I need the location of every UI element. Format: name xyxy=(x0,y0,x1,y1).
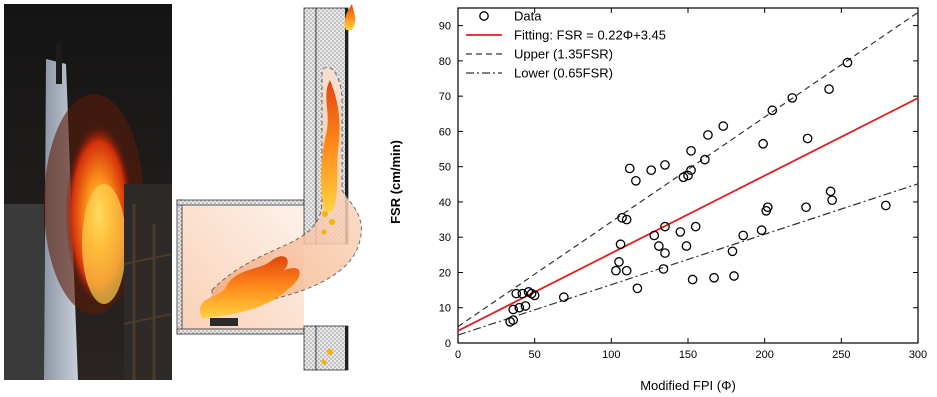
x-axis-title: Modified FPI (Φ) xyxy=(640,378,736,393)
data-point xyxy=(621,265,632,276)
y-tick-label: 70 xyxy=(439,91,451,103)
legend-swatch xyxy=(479,11,489,21)
legend-label: Upper (1.35FSR) xyxy=(514,47,613,62)
y-tick-label: 90 xyxy=(439,21,451,33)
data-point xyxy=(718,121,729,131)
y-tick-label: 50 xyxy=(439,162,451,174)
x-tick-label: 250 xyxy=(832,349,850,361)
series-line-3 xyxy=(457,183,919,336)
legend-label: Lower (0.65FSR) xyxy=(514,66,613,81)
y-tick-label: 0 xyxy=(445,338,451,350)
data-point xyxy=(520,301,531,311)
data-point xyxy=(649,230,660,241)
data-point xyxy=(761,205,772,216)
data-point xyxy=(517,288,528,299)
data-point xyxy=(767,105,778,116)
y-tick-label: 40 xyxy=(439,197,451,209)
data-point xyxy=(700,154,710,165)
data-point xyxy=(842,57,853,68)
data-point xyxy=(660,221,670,232)
y-axis-ticks: 0 10 20 30 40 50 60 70 80 90 xyxy=(439,21,918,350)
fsr-vs-fpi-chart: 0 50 100 150 200 250 300 0 10 20 30 40 50 60 70 80 90 M… xyxy=(388,7,927,393)
data-point xyxy=(801,202,811,213)
burner xyxy=(210,318,238,326)
fire-facade-photo xyxy=(4,4,172,380)
data-point xyxy=(511,288,522,299)
data-point xyxy=(621,214,632,225)
data-point xyxy=(508,315,519,325)
x-tick-label: 100 xyxy=(602,349,620,361)
x-tick-label: 50 xyxy=(529,349,541,361)
legend-label: Data xyxy=(514,9,542,24)
y-tick-label: 20 xyxy=(439,267,451,279)
data-point xyxy=(675,227,686,237)
data-point xyxy=(802,133,813,144)
data-point xyxy=(514,302,525,313)
x-tick-label: 300 xyxy=(909,349,927,361)
data-point xyxy=(646,165,657,176)
data-point xyxy=(558,292,569,303)
data-point xyxy=(787,93,798,103)
facade-flame xyxy=(320,80,340,212)
data-points xyxy=(505,57,891,327)
x-tick-label: 150 xyxy=(679,349,697,361)
data-point xyxy=(880,200,891,211)
data-point xyxy=(687,274,698,285)
data-point xyxy=(678,172,689,183)
fit-lines xyxy=(457,11,919,336)
data-point xyxy=(624,163,635,174)
series-line-2 xyxy=(457,11,919,328)
data-point xyxy=(614,257,624,267)
data-point xyxy=(825,186,836,197)
y-tick-label: 60 xyxy=(439,126,451,138)
data-point xyxy=(686,165,696,176)
data-point xyxy=(631,175,641,186)
data-point xyxy=(756,225,767,236)
data-point xyxy=(683,170,693,181)
data-point xyxy=(681,241,692,251)
y-axis-title: FSR (cm/min) xyxy=(388,140,403,224)
data-point xyxy=(529,290,540,301)
data-point xyxy=(690,221,701,232)
data-point xyxy=(611,265,621,276)
fire-spread-schematic xyxy=(176,4,362,371)
data-point xyxy=(658,264,669,274)
legend: Data Fitting: FSR = 0.22Φ+3.45 Upper (1.35… xyxy=(466,9,666,81)
y-tick-label: 80 xyxy=(439,56,451,68)
y-tick-label: 10 xyxy=(439,303,451,315)
data-point xyxy=(703,130,713,140)
data-point xyxy=(617,212,627,223)
data-point xyxy=(729,271,739,281)
y-tick-label: 30 xyxy=(439,232,451,244)
data-point xyxy=(615,239,626,250)
data-point xyxy=(758,138,768,149)
data-point xyxy=(827,195,837,206)
series-line-1 xyxy=(457,97,919,332)
data-point xyxy=(824,84,834,94)
x-axis-ticks: 0 50 100 150 200 250 300 xyxy=(455,8,927,361)
data-point xyxy=(508,304,519,315)
data-point xyxy=(632,283,643,294)
data-point xyxy=(686,145,696,156)
data-point xyxy=(738,230,749,241)
facade-wall xyxy=(303,7,317,245)
data-point xyxy=(654,241,664,251)
x-tick-label: 200 xyxy=(755,349,773,361)
data-point xyxy=(660,160,670,170)
data-point xyxy=(660,248,670,258)
legend-label: Fitting: FSR = 0.22Φ+3.45 xyxy=(514,28,666,43)
data-point xyxy=(727,246,738,257)
compartment-flame xyxy=(199,256,300,318)
x-tick-label: 0 xyxy=(455,349,461,361)
data-point xyxy=(709,272,719,283)
